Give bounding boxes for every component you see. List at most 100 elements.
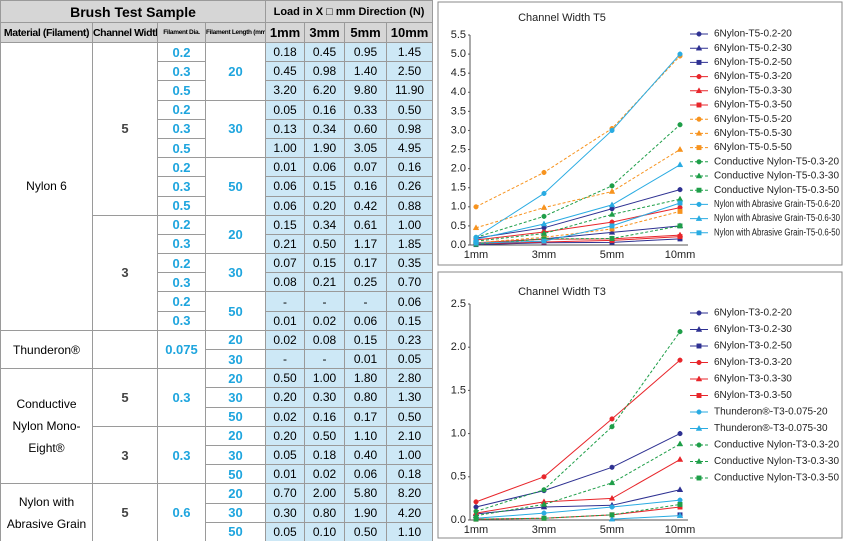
filament-dia-cell: 0.3 xyxy=(157,368,206,427)
table-row: Thunderon® 0.075 20 0.02 0.08 0.15 0.23 xyxy=(0,329,434,370)
marker xyxy=(473,204,479,210)
load-cell: - xyxy=(304,348,346,370)
channel-width-cell: 5 xyxy=(92,368,158,427)
load-cell: 0.06 xyxy=(386,291,434,312)
marker xyxy=(696,59,702,65)
load-cell: - xyxy=(344,291,388,312)
chart-frame xyxy=(437,271,843,539)
table-row: 0.3 0.45 0.98 1.40 2.50 xyxy=(1,61,434,82)
marker xyxy=(677,223,683,229)
load-cell: 0.05 xyxy=(386,348,434,370)
legend-label: 6Nylon-T3-0.2-20 xyxy=(714,308,792,319)
load-cell: 0.13 xyxy=(265,118,306,139)
marker xyxy=(540,204,548,210)
series-line xyxy=(475,331,681,512)
load-cell: - xyxy=(265,348,306,370)
load-cell: 0.08 xyxy=(304,329,346,351)
filament-length-cell: 30 xyxy=(204,348,267,370)
load-cell: 0.40 xyxy=(344,444,388,466)
legend-label: 6Nylon-T5-0.5-50 xyxy=(714,142,792,153)
legend-label: 6Nylon-T3-0.3-30 xyxy=(714,374,792,385)
chart-title: Channel Width T5 xyxy=(518,12,606,24)
load-cell: 0.16 xyxy=(386,157,434,178)
marker xyxy=(473,499,479,505)
legend-label: Conductive Nylon-T5-0.3-20 xyxy=(714,156,839,167)
table-row: 30 0.05 0.18 0.40 1.00 xyxy=(1,444,434,466)
y-tick-label: 1.0 xyxy=(451,201,466,213)
load-cell: 0.26 xyxy=(386,176,434,197)
marker xyxy=(541,487,547,493)
series-line xyxy=(475,225,681,245)
load-cell: 0.05 xyxy=(265,444,306,466)
load-cell: 0.50 xyxy=(344,521,388,541)
marker xyxy=(695,424,703,431)
filament-length-cell: 20 xyxy=(204,483,267,504)
filament-length-cell: 30 xyxy=(204,502,267,523)
load-cell: 1.00 xyxy=(265,137,306,159)
x-tick-label: 10mm xyxy=(665,249,696,261)
load-cell: 0.07 xyxy=(344,157,388,178)
marker xyxy=(695,87,703,94)
load-cell: 1.85 xyxy=(386,233,434,255)
load-cell: 0.70 xyxy=(386,272,434,293)
marker xyxy=(609,512,615,518)
filament-length-cell: 50 xyxy=(204,521,267,541)
marker xyxy=(696,74,702,80)
column-header: Material (Filament) xyxy=(0,22,93,43)
marker xyxy=(696,201,702,207)
legend-label: 6Nylon-T5-0.3-50 xyxy=(714,100,792,111)
load-cell: 0.06 xyxy=(265,176,306,197)
material-cell: Conductive Nylon Mono-Eight® xyxy=(0,368,93,485)
legend-label: 6Nylon-T5-0.2-50 xyxy=(714,57,792,68)
marker xyxy=(695,44,703,51)
marker xyxy=(608,188,616,194)
series-line xyxy=(475,433,681,508)
load-cell: 0.50 xyxy=(265,368,306,389)
load-cell: 2.00 xyxy=(304,483,346,504)
load-cell: 0.02 xyxy=(265,406,306,427)
filament-dia-cell: 0.3 xyxy=(157,176,206,197)
load-cell: 0.06 xyxy=(344,464,388,485)
series-line xyxy=(475,499,681,519)
marker xyxy=(696,310,702,316)
marker xyxy=(677,208,683,214)
column-header: Filament Dia. xyxy=(157,22,206,43)
empty-cell xyxy=(92,329,158,370)
filament-dia-cell: 0.2 xyxy=(157,157,206,178)
filament-length-cell: 50 xyxy=(204,157,267,216)
table-row: 0.3 0.01 0.02 0.06 0.15 xyxy=(1,310,434,331)
material-cell: Nylon with Abrasive Grain xyxy=(0,483,93,541)
marker xyxy=(695,129,703,136)
load-cell: 3.20 xyxy=(265,80,306,101)
legend-label: Nylon with Abrasive Grain-T5-0.6-50 xyxy=(714,227,840,238)
marker xyxy=(541,510,547,516)
load-cell: 0.16 xyxy=(304,99,346,120)
marker xyxy=(540,230,548,236)
table-row: 0.2 30 0.07 0.15 0.17 0.35 xyxy=(1,253,434,293)
y-tick-label: 5.5 xyxy=(451,29,466,41)
load-cell: 0.15 xyxy=(304,253,346,274)
load-cell: 0.35 xyxy=(386,253,434,274)
table-row: Nylon 6 5 0.2 20 0.18 0.45 0.95 1.45 xyxy=(0,41,434,331)
load-cell: 0.17 xyxy=(344,253,388,274)
load-cell: 1.00 xyxy=(386,444,434,466)
load-cell: 0.17 xyxy=(344,406,388,427)
load-cell: 1.10 xyxy=(386,521,434,541)
load-cell: 1.80 xyxy=(344,368,388,389)
load-cell: 0.20 xyxy=(304,195,346,216)
column-header: 10mm xyxy=(386,22,434,43)
marker xyxy=(541,474,547,480)
marker xyxy=(696,31,702,37)
filament-length-cell: 30 xyxy=(204,387,267,408)
chart-frame xyxy=(437,1,843,266)
load-cell: 0.08 xyxy=(265,272,306,293)
table-row: 0.5 3.20 6.20 9.80 11.90 xyxy=(1,80,434,101)
marker xyxy=(609,236,615,241)
table-row: 50 0.01 0.02 0.06 0.18 xyxy=(1,464,434,485)
load-cell: 0.33 xyxy=(344,99,388,120)
material-cell: Thunderon® xyxy=(0,329,93,370)
legend-label: Conductive Nylon-T3-0.3-50 xyxy=(714,473,839,484)
legend-label: 6Nylon-T5-0.2-20 xyxy=(714,29,792,40)
load-cell: 0.16 xyxy=(304,406,346,427)
